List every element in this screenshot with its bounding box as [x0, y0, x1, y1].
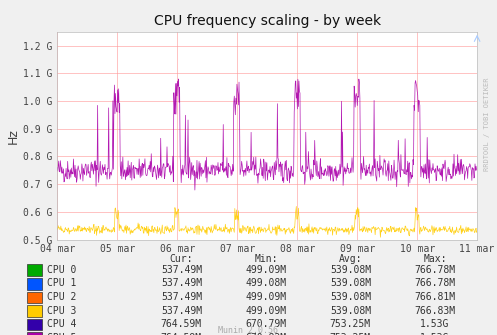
- Text: 764.59M: 764.59M: [161, 333, 202, 335]
- Text: CPU 1: CPU 1: [47, 278, 77, 288]
- Text: 499.09M: 499.09M: [246, 265, 286, 275]
- Text: CPU 3: CPU 3: [47, 306, 77, 316]
- Text: 537.49M: 537.49M: [161, 265, 202, 275]
- Text: CPU 0: CPU 0: [47, 265, 77, 275]
- Text: 539.08M: 539.08M: [330, 278, 371, 288]
- Text: 1.53G: 1.53G: [420, 333, 450, 335]
- Text: 499.08M: 499.08M: [246, 278, 286, 288]
- Bar: [27, 332, 42, 335]
- Text: CPU 4: CPU 4: [47, 319, 77, 329]
- Text: CPU 2: CPU 2: [47, 292, 77, 302]
- Text: Avg:: Avg:: [338, 254, 362, 264]
- Bar: [27, 278, 42, 290]
- Text: 1.53G: 1.53G: [420, 319, 450, 329]
- Text: Max:: Max:: [423, 254, 447, 264]
- Text: 766.81M: 766.81M: [414, 292, 455, 302]
- Text: RRDTOOL / TOBI OETIKER: RRDTOOL / TOBI OETIKER: [484, 77, 490, 171]
- Title: CPU frequency scaling - by week: CPU frequency scaling - by week: [154, 14, 381, 28]
- Text: Min:: Min:: [254, 254, 278, 264]
- Text: 766.78M: 766.78M: [414, 265, 455, 275]
- Text: 539.08M: 539.08M: [330, 265, 371, 275]
- Text: 499.09M: 499.09M: [246, 306, 286, 316]
- Bar: [27, 264, 42, 276]
- Text: CPU 5: CPU 5: [47, 333, 77, 335]
- Text: 539.08M: 539.08M: [330, 292, 371, 302]
- Bar: [27, 291, 42, 304]
- Text: 764.59M: 764.59M: [161, 319, 202, 329]
- Text: 537.49M: 537.49M: [161, 306, 202, 316]
- Text: 670.82M: 670.82M: [246, 333, 286, 335]
- Text: 753.25M: 753.25M: [330, 319, 371, 329]
- Text: 766.78M: 766.78M: [414, 278, 455, 288]
- Text: 766.83M: 766.83M: [414, 306, 455, 316]
- Bar: [27, 305, 42, 317]
- Y-axis label: Hz: Hz: [7, 128, 20, 144]
- Text: 539.08M: 539.08M: [330, 306, 371, 316]
- Text: 537.49M: 537.49M: [161, 278, 202, 288]
- Text: 753.25M: 753.25M: [330, 333, 371, 335]
- Text: Munin 2.0.56: Munin 2.0.56: [219, 326, 278, 335]
- Text: 537.49M: 537.49M: [161, 292, 202, 302]
- Text: 670.79M: 670.79M: [246, 319, 286, 329]
- Text: Cur:: Cur:: [169, 254, 193, 264]
- Bar: [27, 319, 42, 330]
- Text: 499.09M: 499.09M: [246, 292, 286, 302]
